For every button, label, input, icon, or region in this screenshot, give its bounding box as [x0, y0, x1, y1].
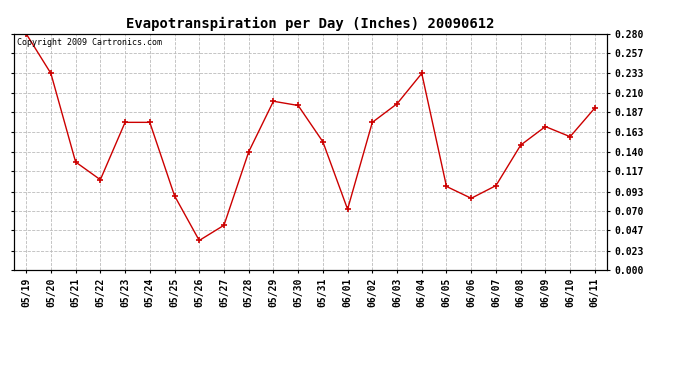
Text: Copyright 2009 Cartronics.com: Copyright 2009 Cartronics.com: [17, 39, 161, 48]
Title: Evapotranspiration per Day (Inches) 20090612: Evapotranspiration per Day (Inches) 2009…: [126, 17, 495, 31]
